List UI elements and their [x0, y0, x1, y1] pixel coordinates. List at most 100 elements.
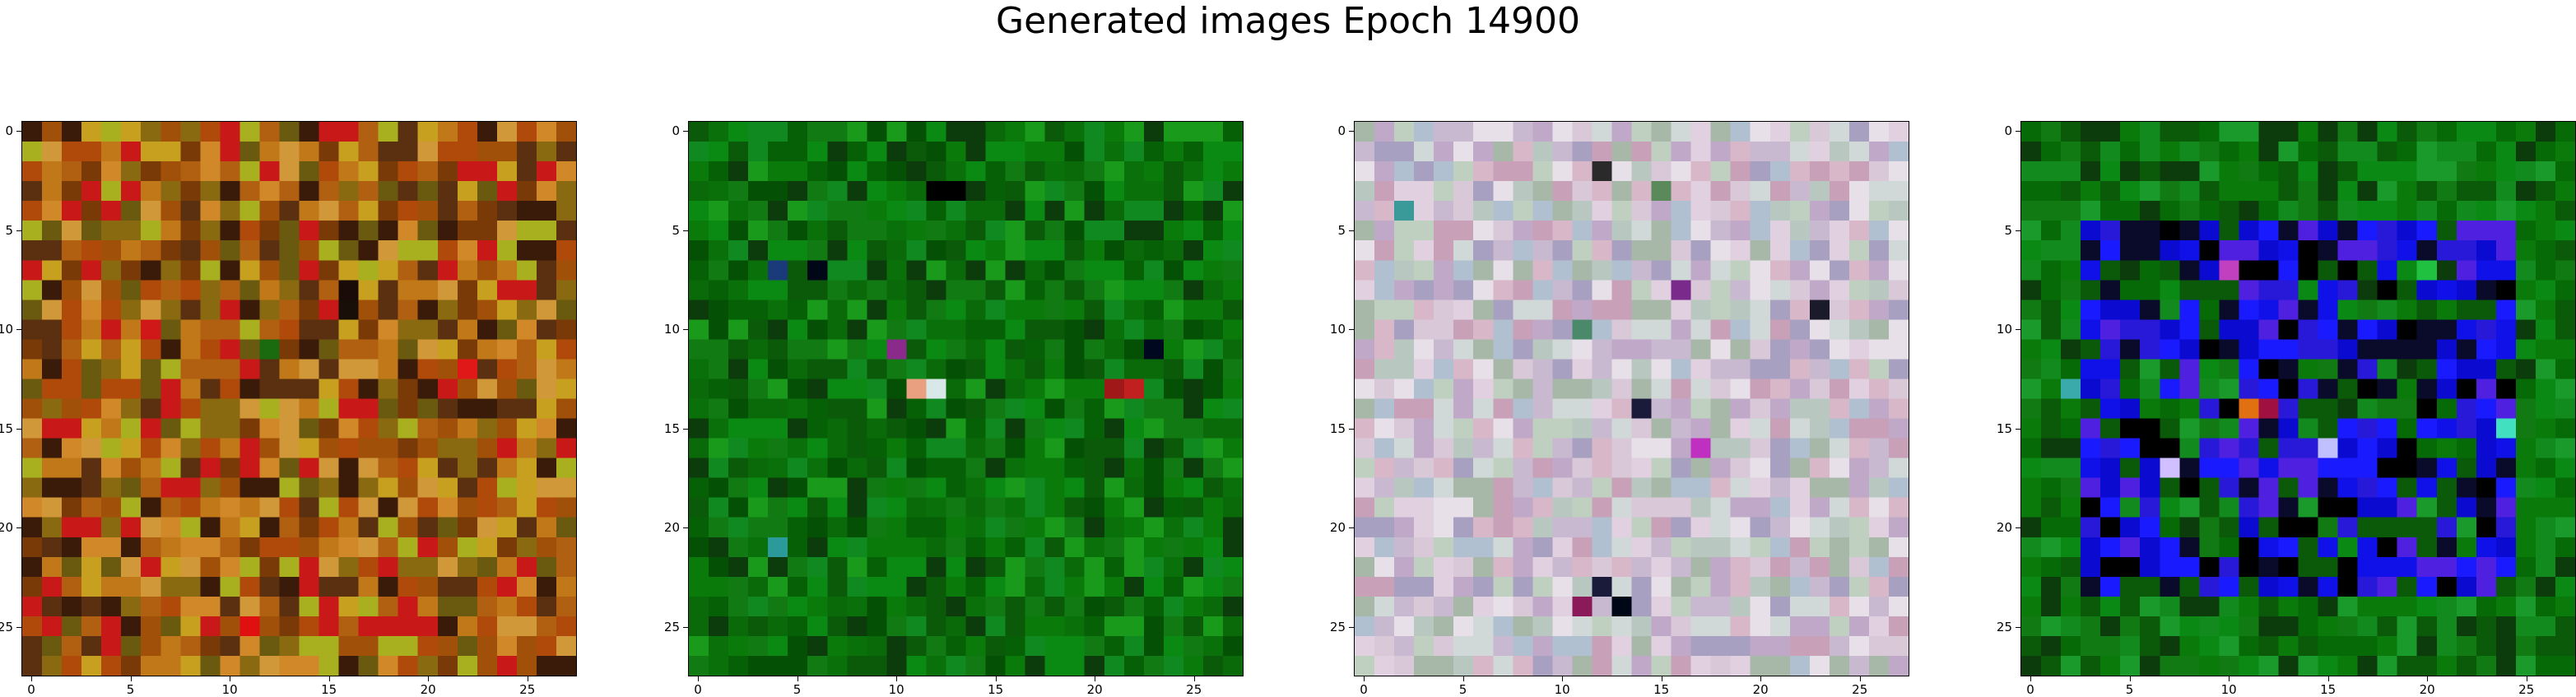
pixel-cell — [2278, 438, 2299, 459]
pixel-cell — [1025, 181, 1046, 202]
pixel-cell — [2239, 319, 2260, 340]
pixel-cell — [2515, 379, 2536, 400]
pixel-cell — [728, 379, 749, 400]
pixel-cell — [536, 635, 557, 657]
pixel-cell — [2555, 398, 2575, 420]
pixel-cell — [1513, 616, 1533, 637]
pixel-cell — [516, 497, 537, 518]
pixel-cell — [62, 537, 82, 558]
pixel-cell — [1611, 201, 1633, 221]
pixel-cell — [2298, 616, 2319, 637]
pixel-cell — [2397, 497, 2418, 518]
pixel-cell — [1025, 300, 1046, 320]
pixel-cell — [1730, 418, 1751, 439]
pixel-cell — [2021, 398, 2042, 420]
pixel-cell — [946, 418, 967, 439]
pixel-cell — [239, 537, 261, 558]
pixel-cell — [2160, 497, 2180, 518]
pixel-cell — [1355, 240, 1375, 261]
pixel-cell — [1202, 319, 1224, 340]
pixel-cell — [2318, 240, 2339, 261]
pixel-cell — [768, 517, 788, 538]
pixel-cell — [516, 181, 537, 202]
pixel-cell — [1750, 458, 1771, 479]
pixel-cell — [2081, 379, 2101, 400]
pixel-cell — [1143, 339, 1165, 360]
pixel-cell — [1222, 616, 1243, 637]
pixel-cell — [1104, 576, 1125, 597]
pixel-cell — [1163, 122, 1184, 142]
pixel-cell — [437, 418, 458, 439]
pixel-cell — [1473, 319, 1494, 340]
pixel-cell — [748, 240, 769, 261]
pixel-cell — [2377, 240, 2398, 261]
pixel-cell — [946, 379, 967, 400]
pixel-cell — [2239, 280, 2260, 300]
pixel-cell — [1829, 398, 1850, 420]
pixel-cell — [516, 655, 537, 676]
pixel-cell — [2021, 280, 2042, 300]
pixel-cell — [1084, 576, 1105, 597]
pixel-cell — [1651, 556, 1672, 578]
pixel-cell — [2021, 181, 2042, 202]
pixel-cell — [180, 122, 201, 142]
pixel-cell — [81, 359, 102, 380]
pixel-cell — [768, 477, 788, 499]
pixel-cell — [728, 596, 749, 617]
pixel-cell — [867, 161, 887, 182]
pixel-cell — [2021, 379, 2042, 400]
pixel-cell — [2081, 596, 2101, 617]
pixel-cell — [1434, 142, 1454, 162]
pixel-cell — [2219, 379, 2239, 400]
pixel-cell — [516, 458, 537, 479]
pixel-cell — [827, 161, 848, 182]
pixel-cell — [2337, 635, 2359, 657]
pixel-cell — [2160, 438, 2180, 459]
pixel-cell — [121, 260, 142, 281]
pixel-cell — [2555, 379, 2575, 400]
pixel-cell — [1592, 260, 1613, 281]
pixel-cell — [1123, 398, 1145, 420]
pixel-cell — [1222, 379, 1243, 400]
pixel-cell — [748, 379, 769, 400]
pixel-cell — [965, 655, 987, 676]
pixel-cell — [926, 556, 947, 578]
pixel-cell — [477, 201, 498, 221]
pixel-cell — [319, 319, 340, 340]
pixel-cell — [1355, 142, 1375, 162]
pixel-cell — [2357, 359, 2378, 380]
pixel-cell — [788, 122, 808, 142]
pixel-cell — [259, 616, 281, 637]
pixel-cell — [709, 379, 729, 400]
pixel-cell — [728, 576, 749, 597]
pixel-cell — [1710, 596, 1732, 617]
pixel-cell — [709, 181, 729, 202]
pixel-cell — [2318, 359, 2339, 380]
pixel-cell — [689, 240, 709, 261]
pixel-cell — [1493, 161, 1514, 182]
pixel-cell — [689, 122, 709, 142]
pixel-cell — [1710, 438, 1732, 459]
pixel-cell — [728, 458, 749, 479]
pixel-cell — [1532, 201, 1553, 221]
pixel-cell — [1789, 537, 1811, 558]
pixel-cell — [121, 655, 142, 676]
pixel-cell — [2179, 655, 2200, 676]
pixel-cell — [768, 576, 788, 597]
pixel-cell — [2219, 616, 2239, 637]
pixel-cell — [279, 438, 300, 459]
pixel-cell — [22, 379, 43, 400]
pixel-cell — [1888, 142, 1909, 162]
pixel-cell — [1710, 517, 1732, 538]
pixel-cell — [1750, 438, 1771, 459]
pixel-cell — [1513, 596, 1533, 617]
pixel-cell — [1434, 161, 1454, 182]
pixel-cell — [1473, 398, 1494, 420]
pixel-cell — [1750, 537, 1771, 558]
pixel-cell — [1651, 635, 1672, 657]
x-tick-label: 15 — [988, 682, 1004, 697]
pixel-cell — [1868, 576, 1890, 597]
pixel-cell — [1532, 339, 1553, 360]
pixel-cell — [2179, 556, 2200, 578]
pixel-cell — [2140, 596, 2160, 617]
